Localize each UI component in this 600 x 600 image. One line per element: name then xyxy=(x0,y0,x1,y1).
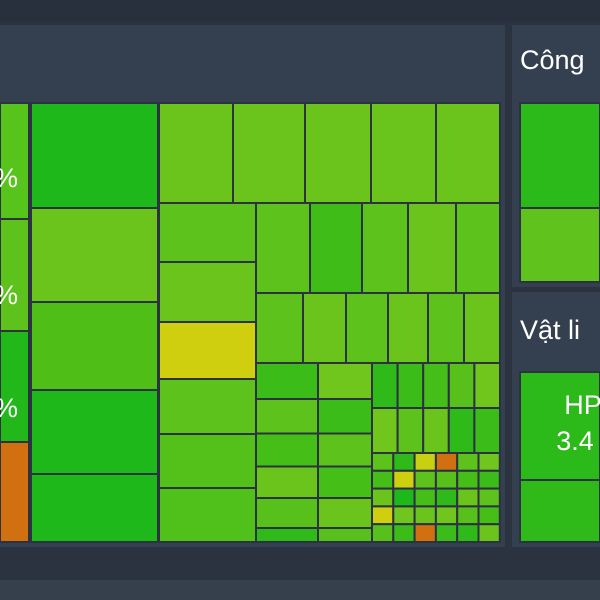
tile xyxy=(435,102,501,204)
tile xyxy=(30,207,159,303)
sector-title: Công xyxy=(520,45,585,75)
tile xyxy=(519,102,600,209)
tile xyxy=(255,292,304,364)
tile xyxy=(392,523,416,544)
top-bar xyxy=(0,0,600,22)
tile xyxy=(255,362,319,400)
tile xyxy=(407,202,457,294)
tile xyxy=(387,292,429,364)
tile-change: % xyxy=(0,393,18,423)
tile xyxy=(158,321,257,380)
tile xyxy=(456,452,480,472)
tile xyxy=(447,362,476,409)
tile xyxy=(158,433,257,489)
tile xyxy=(309,202,363,294)
tile xyxy=(0,441,30,543)
tile xyxy=(255,432,319,468)
tile-change: % xyxy=(0,163,18,193)
tile xyxy=(255,202,311,294)
tile xyxy=(477,469,501,490)
tile xyxy=(371,523,395,544)
tile xyxy=(456,469,480,490)
tile xyxy=(434,523,459,544)
tile xyxy=(345,292,389,364)
tile xyxy=(456,505,480,526)
tile xyxy=(392,505,416,526)
tile xyxy=(371,362,399,409)
tile xyxy=(255,497,319,529)
tile xyxy=(434,505,459,526)
tile xyxy=(519,207,600,283)
tile xyxy=(396,407,425,454)
tile xyxy=(0,102,30,220)
tile xyxy=(255,398,319,435)
tile xyxy=(30,301,159,391)
tile xyxy=(477,505,501,526)
tile xyxy=(158,261,257,323)
tile xyxy=(413,505,437,526)
tile xyxy=(463,292,501,364)
tile xyxy=(370,102,437,204)
tile xyxy=(477,452,501,472)
tile xyxy=(434,487,459,508)
tile xyxy=(371,487,395,508)
tile xyxy=(519,479,600,543)
bottom-bar xyxy=(0,580,600,600)
tile xyxy=(455,202,501,294)
tile xyxy=(456,523,480,544)
tile xyxy=(317,398,373,435)
tile xyxy=(434,469,459,490)
tile xyxy=(317,497,373,529)
tile xyxy=(158,202,257,263)
tiles xyxy=(0,102,600,544)
tile xyxy=(456,487,480,508)
tile xyxy=(473,407,501,454)
tile xyxy=(422,407,450,454)
tile xyxy=(473,362,501,409)
tile xyxy=(392,452,416,472)
tile xyxy=(434,452,459,472)
tile xyxy=(304,102,372,204)
tile xyxy=(392,487,416,508)
tile xyxy=(413,469,437,490)
tile xyxy=(317,432,373,468)
tile xyxy=(30,102,159,209)
tile xyxy=(158,378,257,435)
tile xyxy=(447,407,476,454)
tile xyxy=(317,362,373,400)
tile xyxy=(255,465,319,499)
tile xyxy=(371,505,395,526)
tile xyxy=(317,465,373,499)
tile-change: 3.4 xyxy=(556,426,594,456)
tile xyxy=(392,469,416,490)
tile xyxy=(371,407,399,454)
tile xyxy=(158,487,257,543)
tile xyxy=(0,218,30,332)
tile xyxy=(317,527,373,543)
tile xyxy=(302,292,347,364)
tile xyxy=(427,292,465,364)
tile-symbol: HP xyxy=(564,390,600,420)
tile xyxy=(477,523,501,544)
tile xyxy=(371,452,395,472)
tile xyxy=(477,487,501,508)
tile xyxy=(413,452,437,472)
tile xyxy=(413,523,437,544)
tile xyxy=(396,362,425,409)
tile xyxy=(519,371,600,481)
sector-title: Vật li xyxy=(520,315,580,345)
tile xyxy=(30,473,159,543)
tile-change: % xyxy=(0,280,18,310)
tile xyxy=(0,330,30,443)
tile xyxy=(30,389,159,475)
tile xyxy=(371,469,395,490)
tile xyxy=(232,102,306,204)
tile xyxy=(413,487,437,508)
tile xyxy=(255,527,319,543)
tile xyxy=(361,202,409,294)
tile xyxy=(422,362,450,409)
